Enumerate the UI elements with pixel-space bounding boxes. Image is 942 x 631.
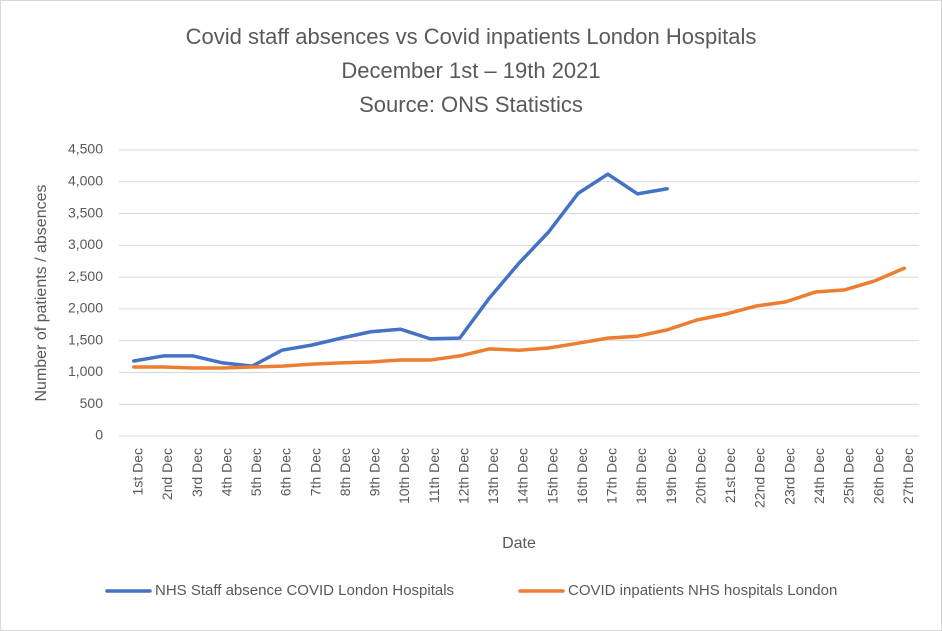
- x-tick-label: 24th Dec: [811, 448, 827, 504]
- x-axis-label: Date: [502, 535, 536, 552]
- x-tick-label: 1st Dec: [130, 448, 146, 495]
- x-tick-label: 8th Dec: [337, 448, 353, 496]
- x-tick-label: 21st Dec: [722, 448, 738, 503]
- x-tick-label: 3rd Dec: [189, 448, 205, 497]
- y-tick-label: 2,500: [68, 268, 103, 284]
- x-tick-label: 9th Dec: [367, 448, 383, 496]
- x-tick-label: 22nd Dec: [752, 448, 768, 508]
- y-tick-label: 3,000: [68, 236, 103, 252]
- y-tick-label: 4,000: [68, 172, 103, 188]
- y-tick-label: 3,500: [68, 204, 103, 220]
- y-axis-label: Number of patients / absences: [33, 184, 50, 401]
- x-tick-label: 26th Dec: [870, 448, 886, 504]
- chart-title: Source: ONS Statistics: [359, 92, 583, 117]
- y-tick-label: 500: [80, 395, 104, 411]
- chart-title: December 1st – 19th 2021: [341, 58, 600, 83]
- x-tick-label: 6th Dec: [278, 448, 294, 496]
- x-tick-label: 2nd Dec: [159, 448, 175, 500]
- x-tick-label: 10th Dec: [396, 448, 412, 504]
- x-tick-label: 20th Dec: [692, 448, 708, 504]
- x-tick-label: 5th Dec: [248, 448, 264, 496]
- chart-title: Covid staff absences vs Covid inpatients…: [186, 24, 757, 49]
- x-tick-label: 18th Dec: [633, 448, 649, 504]
- x-tick-label: 25th Dec: [841, 448, 857, 504]
- x-tick-label: 13th Dec: [485, 448, 501, 504]
- y-tick-label: 4,500: [68, 141, 103, 157]
- y-tick-label: 1,000: [68, 363, 103, 379]
- x-tick-label: 12th Dec: [455, 448, 471, 504]
- x-tick-label: 7th Dec: [307, 448, 323, 496]
- x-tick-label: 4th Dec: [218, 448, 234, 496]
- legend-label: NHS Staff absence COVID London Hospitals: [155, 582, 454, 599]
- legend-label: COVID inpatients NHS hospitals London: [568, 582, 837, 599]
- x-tick-label: 19th Dec: [663, 448, 679, 504]
- x-tick-label: 23rd Dec: [781, 448, 797, 505]
- x-tick-label: 27th Dec: [900, 448, 916, 504]
- x-tick-label: 15th Dec: [544, 448, 560, 504]
- y-tick-label: 2,000: [68, 300, 103, 316]
- x-tick-label: 16th Dec: [574, 448, 590, 504]
- y-tick-label: 0: [95, 427, 103, 443]
- y-tick-label: 1,500: [68, 331, 103, 347]
- series-line: [132, 266, 906, 370]
- x-tick-label: 11th Dec: [426, 448, 442, 503]
- series-line: [132, 172, 669, 368]
- x-tick-label: 17th Dec: [604, 448, 620, 504]
- x-tick-label: 14th Dec: [515, 448, 531, 504]
